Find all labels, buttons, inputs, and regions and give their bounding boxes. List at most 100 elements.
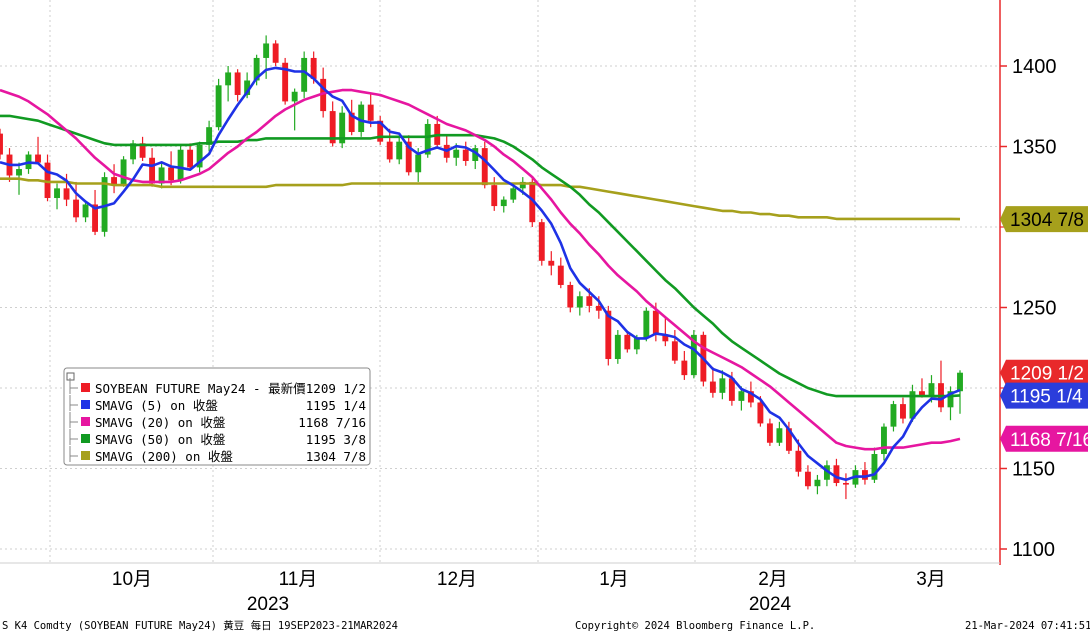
candle-body <box>747 391 754 403</box>
month-label: 2月 <box>758 569 788 590</box>
candle-body <box>481 148 488 186</box>
legend-value: 1168 7/16 <box>298 415 366 430</box>
price-tick-label: 1150 <box>1012 459 1055 481</box>
candle-body <box>919 391 925 397</box>
legend-label: SMAVG (5) on 收盤 <box>95 398 218 413</box>
candle-body <box>795 450 802 472</box>
candle-body <box>424 123 431 155</box>
month-label: 1月 <box>599 569 629 590</box>
year-label: 2023 <box>247 594 289 615</box>
candle-body <box>871 454 878 480</box>
price-badge-label: 1168 7/16 <box>1010 430 1090 451</box>
candle-body <box>187 149 194 168</box>
candle-body <box>386 141 393 160</box>
legend-label: SMAVG (200) on 收盤 <box>95 449 233 464</box>
candle-body <box>139 143 146 158</box>
legend-label: SMAVG (50) on 收盤 <box>95 432 226 447</box>
candle-body <box>149 157 156 184</box>
candle-body <box>862 470 868 480</box>
candle-body <box>538 222 545 261</box>
candle-body <box>814 479 821 487</box>
candle-body <box>396 141 403 160</box>
candle-body <box>158 167 165 184</box>
candle-body <box>785 428 792 451</box>
legend-swatch <box>81 434 90 443</box>
candle-body <box>453 149 460 158</box>
legend-swatch <box>81 417 90 426</box>
candle-body <box>16 169 22 176</box>
candle-body <box>120 159 127 186</box>
price-badge-label: 1195 1/4 <box>1010 387 1083 408</box>
legend-swatch <box>81 400 90 409</box>
candle-body <box>881 426 887 455</box>
candle-body <box>272 43 279 63</box>
candle-body <box>177 149 184 181</box>
candle-body <box>329 111 336 144</box>
legend-label: SMAVG (20) on 收盤 <box>95 415 226 430</box>
month-label: 3月 <box>916 569 946 590</box>
candle-body <box>548 260 555 266</box>
candle-body <box>111 177 118 186</box>
candle-body <box>633 338 640 350</box>
candle-body <box>130 143 137 160</box>
footer-timestamp: 21-Mar-2024 07:41:51 <box>965 620 1090 632</box>
footer-copyright: Copyright© 2024 Bloomberg Finance L.P. <box>575 620 815 632</box>
legend-value: 1209 1/2 <box>306 381 366 396</box>
price-tick-label: 1400 <box>1012 56 1057 78</box>
legend-swatch <box>81 383 90 392</box>
sma5-line <box>0 66 961 482</box>
price-badge-label: 1304 7/8 <box>1010 210 1084 231</box>
candle-body <box>890 404 897 427</box>
price-badge <box>1000 382 1088 409</box>
candle-body <box>377 120 384 142</box>
candle-body <box>63 188 70 200</box>
candle-body <box>595 305 602 311</box>
month-label: 10月 <box>112 569 152 590</box>
candle-body <box>957 372 963 392</box>
candle-body <box>510 188 517 200</box>
price-badge-label: 1209 1/2 <box>1010 364 1084 385</box>
price-tick-label: 1250 <box>1012 298 1057 320</box>
candle-body <box>738 391 745 401</box>
candle-body <box>196 144 203 168</box>
legend-swatch <box>81 451 90 460</box>
candle-body <box>728 378 735 401</box>
candle-body <box>263 43 270 58</box>
candle-body <box>662 334 669 342</box>
candle-body <box>206 127 213 145</box>
candle-body <box>567 284 574 308</box>
candle-body <box>671 341 678 361</box>
candle-body <box>301 57 308 92</box>
sma50-line <box>0 114 961 398</box>
sma20-line <box>0 88 961 451</box>
candle-body <box>719 378 726 393</box>
price-tick-label: 1350 <box>1012 137 1057 159</box>
candle-body <box>776 428 783 443</box>
candle-body <box>652 310 659 335</box>
price-tick-label: 1100 <box>1012 539 1055 561</box>
candle-body <box>605 310 612 360</box>
price-badge <box>1000 359 1088 386</box>
candle-body <box>367 104 374 121</box>
legend-label: SOYBEAN FUTURE May24 - 最新價 <box>95 381 306 396</box>
candle-body <box>909 391 916 419</box>
price-badge <box>1000 206 1088 233</box>
candle-body <box>462 149 469 161</box>
candle-body <box>44 162 51 199</box>
candle-body <box>833 465 840 483</box>
candle-body <box>928 383 935 397</box>
candle-body <box>766 423 773 443</box>
candle-body <box>529 181 536 223</box>
month-label: 11月 <box>279 569 318 590</box>
candle-body <box>358 104 365 133</box>
candle-body <box>291 91 298 102</box>
candle-body <box>320 78 327 112</box>
candle-body <box>643 310 650 339</box>
candle-body <box>709 381 716 393</box>
candle-body <box>73 199 79 218</box>
candle-body <box>576 296 583 308</box>
price-badge <box>1000 425 1088 452</box>
candle-body <box>35 154 41 163</box>
candle-body <box>82 204 89 218</box>
